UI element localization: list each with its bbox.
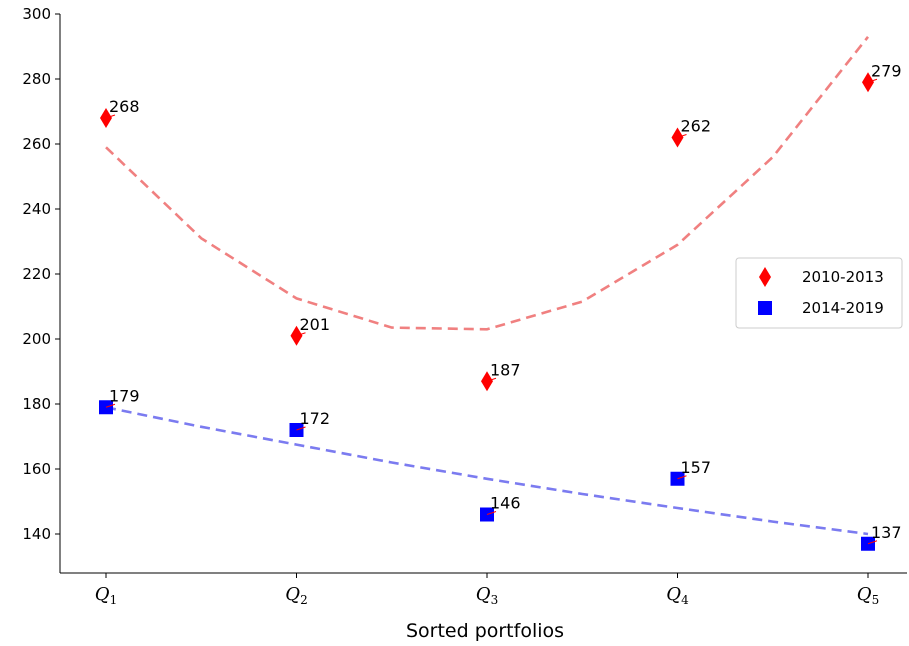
data-label: 179 — [109, 386, 140, 405]
data-label: 172 — [300, 409, 331, 428]
trend-line-2014-2019 — [105, 406, 869, 536]
x-tick-label: Q5 — [857, 584, 879, 607]
y-tick-label: 300 — [22, 5, 51, 23]
x-tick-label: Q3 — [476, 584, 498, 607]
label-pointer — [867, 78, 878, 83]
legend: 2010-2013 2014-2019 — [735, 257, 903, 329]
data-label: 262 — [681, 117, 712, 136]
data-label: 137 — [871, 523, 902, 542]
trend-lines — [105, 35, 870, 536]
label-pointer — [105, 114, 116, 119]
y-tick-label: 240 — [22, 200, 51, 218]
legend-marker-diamond — [759, 267, 771, 287]
data-label: 187 — [490, 360, 521, 379]
data-labels: 268 201 187 262 279 179 172 146 157 137 — [105, 61, 902, 545]
data-label: 268 — [109, 97, 140, 116]
label-pointer — [296, 426, 306, 431]
x-tick-label: Q2 — [285, 584, 307, 607]
data-label: 201 — [300, 315, 331, 334]
label-pointer — [105, 403, 116, 408]
data-label: 279 — [871, 61, 902, 80]
legend-label: 2010-2013 — [802, 268, 884, 286]
label-pointer — [867, 540, 878, 545]
trend-line-2010-2013 — [105, 35, 870, 331]
legend-box — [735, 257, 903, 329]
y-tick-label: 220 — [22, 265, 51, 283]
x-tick-label: Q1 — [95, 584, 117, 607]
data-label: 157 — [681, 458, 712, 477]
label-pointer — [296, 332, 306, 337]
legend-marker-square — [758, 301, 772, 315]
x-axis-label: Sorted portfolios — [406, 620, 564, 642]
legend-label: 2014-2019 — [802, 299, 884, 317]
label-pointer — [677, 134, 687, 138]
y-tick-label: 260 — [22, 135, 51, 153]
data-label: 146 — [490, 494, 521, 513]
label-pointer — [486, 377, 497, 382]
y-tick-label: 200 — [22, 330, 51, 348]
y-tick-label: 280 — [22, 70, 51, 88]
label-pointer — [486, 511, 497, 515]
y-tick-label: 180 — [22, 395, 51, 413]
y-tick-label: 140 — [22, 525, 51, 543]
x-tick-label: Q4 — [666, 584, 689, 607]
axes: 140 160 180 200 220 240 260 280 300 Q1 Q2 Q3 Q4 Q5 — [22, 5, 907, 607]
label-pointer — [677, 475, 687, 480]
y-tick-label: 160 — [22, 460, 51, 478]
